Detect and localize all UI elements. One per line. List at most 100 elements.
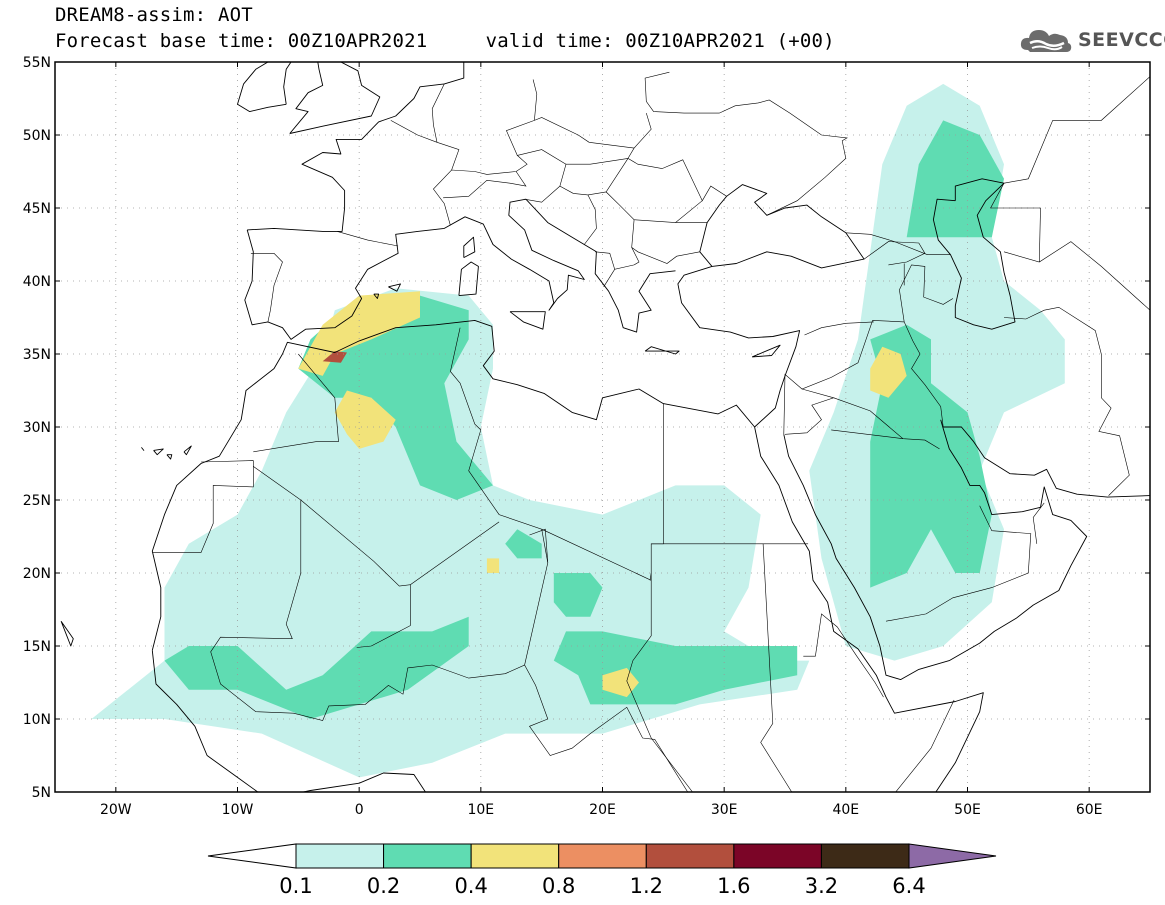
colorbar-swatch <box>295 843 385 869</box>
aot-region-0_4-11 <box>870 346 907 398</box>
lat-tick-label: 55N <box>23 55 51 71</box>
lat-tick-label: 10N <box>23 712 51 728</box>
colorbar: 0.1 0.2 0.4 0.8 1.2 1.6 3.2 6.4 <box>207 843 997 898</box>
country-border <box>899 264 954 322</box>
country-border <box>1003 306 1130 496</box>
aot-region-0_2-7 <box>505 529 542 559</box>
country-border <box>1003 76 1150 184</box>
coastline <box>183 445 192 456</box>
coastline <box>151 319 984 792</box>
colorbar-swatch <box>645 843 735 869</box>
country-border <box>595 219 640 270</box>
lat-tick-label: 50N <box>23 128 51 144</box>
colorbar-swatch <box>733 843 822 869</box>
lon-tick-label: 50E <box>954 802 981 818</box>
coastline <box>60 620 74 647</box>
coastline <box>677 184 865 428</box>
lat-tick-label: 30N <box>23 420 51 436</box>
country-border <box>831 429 904 439</box>
country-border <box>253 353 339 453</box>
country-border <box>784 388 835 435</box>
country-border <box>584 194 597 245</box>
aot-fields <box>91 83 1065 778</box>
lon-tick-label: 10E <box>467 802 494 818</box>
coastline <box>783 419 1088 681</box>
country-border <box>152 460 254 553</box>
lon-tick-label: 20W <box>100 802 132 818</box>
country-border <box>605 158 703 223</box>
aot-region-0_2-3 <box>164 616 469 719</box>
colorbar-swatch <box>820 843 910 869</box>
colorbar-label: 0.1 <box>279 874 312 898</box>
coastline <box>373 293 380 299</box>
colorbar-label: 1.2 <box>630 874 663 898</box>
grid-lines <box>55 62 1150 792</box>
coastline <box>237 62 292 113</box>
coastline <box>289 62 324 134</box>
country-border <box>863 241 926 266</box>
lat-axis: 55N 50N 45N 40N 35N 30N 25N 20N 15N 10N 5N <box>23 55 1150 801</box>
coastline <box>932 178 1016 330</box>
coastline <box>141 447 145 451</box>
lat-tick-label: 15N <box>23 639 51 655</box>
coastline <box>388 283 401 292</box>
aot-region-0_2-5 <box>870 324 992 588</box>
aot-region-0_4-10 <box>334 390 396 449</box>
aot-region-1_2-14 <box>322 351 347 363</box>
country-border <box>390 120 460 171</box>
country-border <box>627 113 727 202</box>
country-border <box>529 528 549 563</box>
lat-tick-label: 35N <box>23 347 51 363</box>
country-border <box>990 183 1041 263</box>
lat-tick-label: 5N <box>32 785 51 801</box>
coastline <box>509 311 546 330</box>
colorbar-swatch <box>470 843 560 869</box>
seevccc-logo: SEEVCCC <box>1018 24 1165 56</box>
country-border <box>337 231 399 247</box>
colorbar-label: 6.4 <box>892 874 925 898</box>
coastline <box>463 236 476 258</box>
colorbar-label: 0.2 <box>367 874 400 898</box>
coastline <box>751 344 781 358</box>
lon-axis: 20W 10W 0 10E 20E 30E 40E 50E 60E <box>100 62 1103 818</box>
coastline <box>166 454 173 460</box>
country-border <box>210 327 549 721</box>
colorbar-swatch <box>558 843 647 869</box>
country-border <box>803 613 884 698</box>
lat-tick-label: 25N <box>23 493 51 509</box>
country-border <box>443 171 527 199</box>
country-border <box>1003 241 1150 311</box>
country-border <box>410 521 500 585</box>
aot-region-0_4-13 <box>486 558 500 573</box>
colorbar-low-arrow <box>207 843 297 869</box>
lon-tick-label: 40E <box>832 802 859 818</box>
lat-tick-label: 40N <box>23 274 51 290</box>
lon-tick-label: 0 <box>355 802 364 818</box>
country-border <box>431 83 445 143</box>
logo-text: SEEVCCC <box>1078 29 1165 51</box>
lon-tick-label: 60E <box>1076 802 1103 818</box>
country-border <box>845 232 951 255</box>
colorbar-high-arrow <box>908 843 997 869</box>
country-border <box>760 543 955 792</box>
coastline <box>943 426 1150 498</box>
coastline <box>289 62 381 134</box>
country-border <box>644 71 848 216</box>
coastline <box>244 198 676 340</box>
colorbar-swatch <box>383 843 472 869</box>
country-border <box>804 321 874 336</box>
country-border <box>631 247 700 264</box>
lon-tick-label: 30E <box>711 802 738 818</box>
cloud-icon <box>1020 30 1072 52</box>
colorbar-label: 0.4 <box>454 874 487 898</box>
lon-tick-label: 20E <box>589 802 616 818</box>
coastline <box>458 261 479 297</box>
aot-region-0_4-12 <box>602 667 639 698</box>
aot-region-0_4-9 <box>298 291 420 376</box>
country-border <box>532 79 538 121</box>
country-border <box>524 664 688 792</box>
country-border <box>433 149 567 226</box>
country-border <box>250 253 283 322</box>
map-subtitle-times: Forecast base time: 00Z10APR2021 valid t… <box>55 30 835 52</box>
